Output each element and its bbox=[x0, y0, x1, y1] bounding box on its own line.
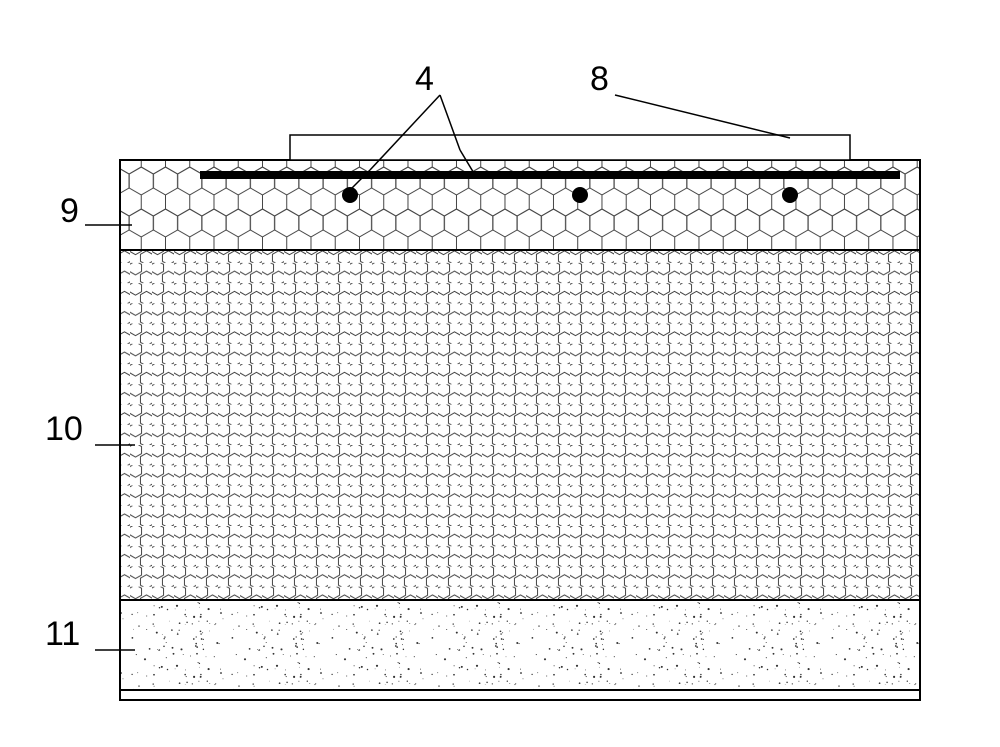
label-9: 9 bbox=[60, 192, 79, 230]
label-4: 4 bbox=[415, 60, 434, 98]
layer-10 bbox=[120, 250, 920, 600]
component-4-dot bbox=[572, 187, 588, 203]
label-8: 8 bbox=[590, 60, 609, 98]
component-4-dot bbox=[782, 187, 798, 203]
label-10: 10 bbox=[45, 410, 83, 448]
layer-11 bbox=[120, 600, 920, 690]
label-11: 11 bbox=[45, 615, 80, 653]
component-top-rect bbox=[290, 135, 850, 160]
